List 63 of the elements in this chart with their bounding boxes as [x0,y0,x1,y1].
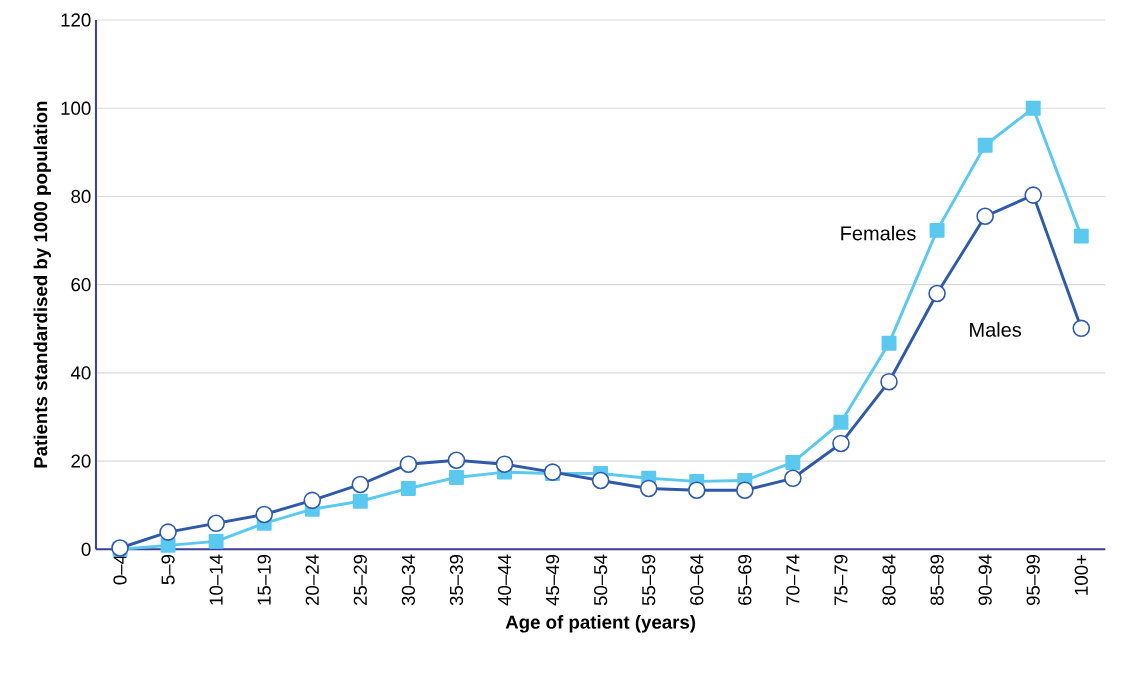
y-tick-label: 0 [81,542,91,556]
point [399,455,418,473]
point [785,454,801,470]
x-tick-label: 90–94 [978,554,992,606]
point [351,475,370,494]
point [977,137,993,153]
x-tick-label: 55–59 [642,554,656,606]
x-tick-label: 95–99 [1026,554,1040,606]
point [880,372,898,391]
y-axis-title: Patients standardised by 1000 population [33,101,51,468]
point [928,284,946,303]
point [639,479,658,498]
y-tick-label: 80 [71,189,91,204]
point [400,480,416,496]
point [352,493,368,509]
x-tick-label: 45–49 [545,554,560,606]
point [929,222,945,238]
x-tick-label: 85–89 [930,554,944,606]
point [1025,100,1041,116]
point [448,469,464,485]
series-label: Males [970,322,1022,337]
y-tick-label: 40 [70,366,91,380]
point [591,471,610,490]
x-tick-label: 20–24 [305,554,319,605]
x-tick-label: 70–74 [786,554,800,605]
series-label: Females [841,225,916,241]
point [1072,319,1091,338]
point [495,455,514,473]
point [255,505,273,524]
y-tick-label: 120 [61,13,91,27]
point [303,491,322,510]
x-tick-label: 35–39 [449,554,464,606]
x-tick-label: 15–19 [257,554,271,605]
point [1073,228,1089,244]
point [208,533,224,549]
point [881,335,897,351]
x-tick-label: 60–64 [690,554,704,605]
x-tick-label: 40–44 [497,554,512,606]
point [159,523,177,541]
point [687,481,706,500]
x-tick-label: 5–9 [161,554,175,585]
point [736,481,754,500]
x-tick-label: 30–34 [401,554,415,606]
point [447,451,466,470]
y-tick-label: 60 [71,278,91,292]
x-tick-label: 65–69 [738,554,752,605]
x-axis-title: Age of patient (years) [505,615,696,633]
y-tick-label: 100 [61,101,91,115]
x-tick-label: 25–29 [353,554,367,605]
x-tick-label: 50–54 [594,554,608,606]
point [207,514,225,533]
point [160,537,176,553]
point [832,434,850,453]
point [976,207,994,226]
x-tick-label: 75–79 [834,554,848,605]
point [1024,186,1043,204]
point [833,414,849,430]
x-tick-label: 0–4 [113,554,127,585]
x-tick-label: 100+ [1074,554,1088,595]
x-tick-label: 10–14 [209,554,223,605]
y-tick-label: 20 [71,454,91,468]
point [784,469,802,488]
x-tick-label: 80–84 [882,554,896,606]
